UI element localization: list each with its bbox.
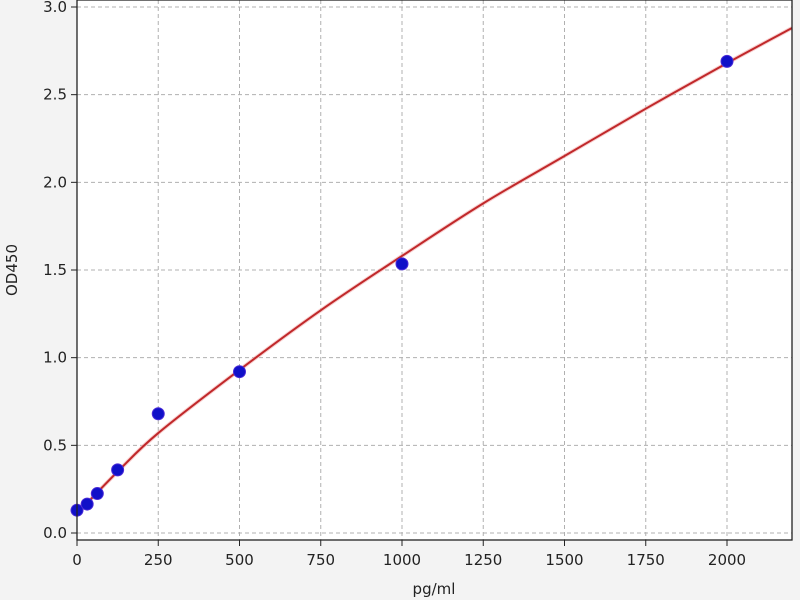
data-point	[720, 54, 734, 68]
x-tick-label: 1750	[627, 551, 665, 569]
data-point	[233, 365, 246, 379]
data-point	[395, 257, 409, 271]
data-point	[111, 463, 125, 477]
x-tick-label: 500	[225, 551, 254, 569]
y-axis-label: OD450	[3, 244, 21, 296]
data-point	[90, 487, 104, 501]
y-tick-label: 1.0	[43, 349, 67, 367]
x-tick-label: 1000	[383, 551, 421, 569]
x-axis-label: pg/ml	[413, 580, 456, 598]
x-tick-label: 1500	[545, 551, 583, 569]
y-tick-label: 3.0	[43, 0, 67, 16]
x-tick-label: 0	[72, 551, 82, 569]
x-tick-label: 750	[306, 551, 335, 569]
y-tick-label: 0.5	[43, 436, 67, 454]
data-point	[151, 407, 165, 421]
fit-curve-line	[76, 27, 793, 515]
x-tick-label: 2000	[708, 551, 746, 569]
y-tick-label: 2.0	[43, 173, 67, 191]
y-tick-label: 2.5	[43, 86, 67, 104]
x-tick-label: 1250	[464, 551, 502, 569]
data-point	[80, 497, 94, 511]
x-tick-label: 250	[144, 551, 173, 569]
y-tick-label: 0.0	[43, 524, 67, 542]
y-tick-label: 1.5	[43, 261, 67, 279]
